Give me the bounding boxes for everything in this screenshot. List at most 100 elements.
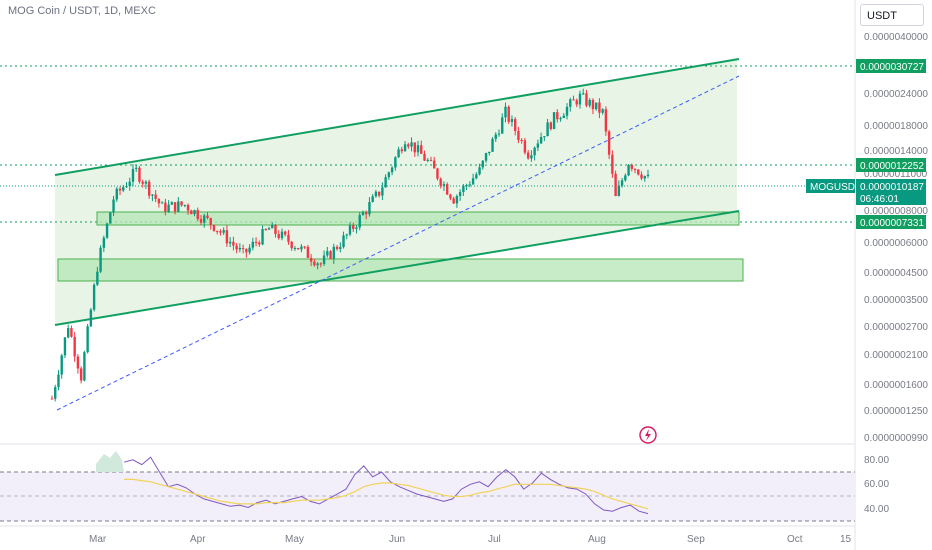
candle-down [319, 263, 323, 265]
candle-up [410, 142, 413, 147]
currency-button[interactable]: USDT [860, 4, 924, 26]
time-tick-label: Apr [190, 534, 206, 545]
time-tick-label: Sep [687, 534, 705, 545]
candle-up [170, 202, 174, 205]
candle-up [462, 185, 465, 192]
candle-down [420, 145, 423, 154]
candle-up [546, 122, 549, 137]
candle-down [215, 230, 219, 232]
candle-up [54, 387, 57, 399]
candle-up [484, 153, 488, 161]
candle-up [368, 202, 371, 215]
candle-up [131, 168, 135, 182]
candle-up [342, 235, 345, 248]
candle-down [335, 246, 339, 250]
candle-up [115, 188, 118, 200]
candle-up [348, 225, 352, 235]
candle-down [118, 188, 122, 191]
price-tick-label: 0.0000001250 [864, 406, 928, 417]
candle-down [352, 225, 355, 229]
candle-down [303, 246, 306, 248]
candle-up [594, 102, 598, 110]
candle-down [377, 191, 381, 196]
rsi-tick-label: 60.00 [864, 479, 889, 490]
candle-up [66, 328, 70, 338]
candle-up [578, 93, 582, 105]
candle-up [494, 134, 497, 139]
candle-down [264, 229, 267, 231]
candle-down [591, 99, 595, 110]
candle-down [79, 368, 83, 381]
candle-up [497, 133, 501, 135]
candle-up [620, 180, 624, 186]
candle-down [429, 159, 433, 161]
candle-up [588, 99, 591, 106]
support-zone-lower[interactable] [57, 258, 744, 282]
price-tick-label: 0.0000014000 [864, 146, 928, 157]
candle-up [471, 178, 475, 185]
candle-down [364, 212, 368, 215]
candle-up [565, 106, 569, 116]
chart-title: MOG Coin / USDT, 1D, MEXC [8, 5, 156, 17]
candle-up [83, 352, 86, 381]
candle-up [261, 229, 264, 245]
candle-up [530, 155, 533, 159]
candle-up [646, 174, 650, 176]
candle-down [556, 112, 559, 120]
channel-upper-line[interactable] [54, 58, 740, 176]
candle-up [601, 109, 604, 113]
time-tick-label: Aug [588, 534, 606, 545]
candle-up [99, 247, 102, 272]
candle-up [135, 167, 138, 169]
candle-down [173, 202, 177, 212]
candle-down [607, 131, 611, 155]
price-tick-label: 0.0000024000 [864, 89, 928, 100]
candle-up [271, 224, 274, 229]
resistance-price-text: 0.0000030727 [860, 62, 924, 73]
candle-up [345, 234, 348, 236]
candle-up [381, 187, 384, 196]
candle-up [238, 248, 242, 250]
price-tick-label: 0.0000018000 [864, 121, 928, 132]
time-tick-label: Jul [488, 534, 501, 545]
candle-up [248, 247, 251, 253]
candle-up [105, 223, 109, 238]
symbol-tag-text: MOGUSDT [810, 182, 861, 193]
candle-down [219, 231, 222, 233]
candle-down [309, 257, 313, 262]
candle-down [290, 241, 293, 249]
current-price-text: 0.0000010187 [860, 182, 924, 193]
candle-up [183, 204, 187, 206]
symbol-tag [806, 179, 855, 193]
candle-up [203, 215, 206, 223]
dashed-trendline[interactable] [56, 75, 740, 411]
candle-up [501, 117, 504, 134]
candle-up [458, 191, 462, 197]
support-zone-upper[interactable] [96, 211, 740, 226]
candle-down [241, 248, 245, 250]
candle-up [57, 374, 60, 388]
candle-up [86, 326, 89, 353]
candle-down [585, 93, 588, 106]
candle-down [445, 184, 449, 195]
candle-up [322, 255, 326, 264]
candle-down [180, 201, 183, 206]
candle-down [604, 109, 608, 132]
candle-up [326, 251, 329, 256]
price-tick-label: 0.0000006000 [864, 238, 928, 249]
candle-down [633, 168, 637, 170]
price-tick-label: 0.0000002700 [864, 322, 928, 333]
candle-up [397, 149, 400, 158]
channel-lower-line[interactable] [54, 210, 740, 326]
candle-up [504, 106, 507, 118]
candle-down [433, 160, 436, 169]
candle-up [468, 184, 472, 186]
candle-up [475, 174, 478, 179]
price-tick-label: 0.0000000990 [864, 433, 928, 444]
candle-up [122, 187, 125, 191]
candle-up [384, 177, 387, 188]
candle-down [296, 248, 300, 250]
candle-up [426, 159, 429, 161]
